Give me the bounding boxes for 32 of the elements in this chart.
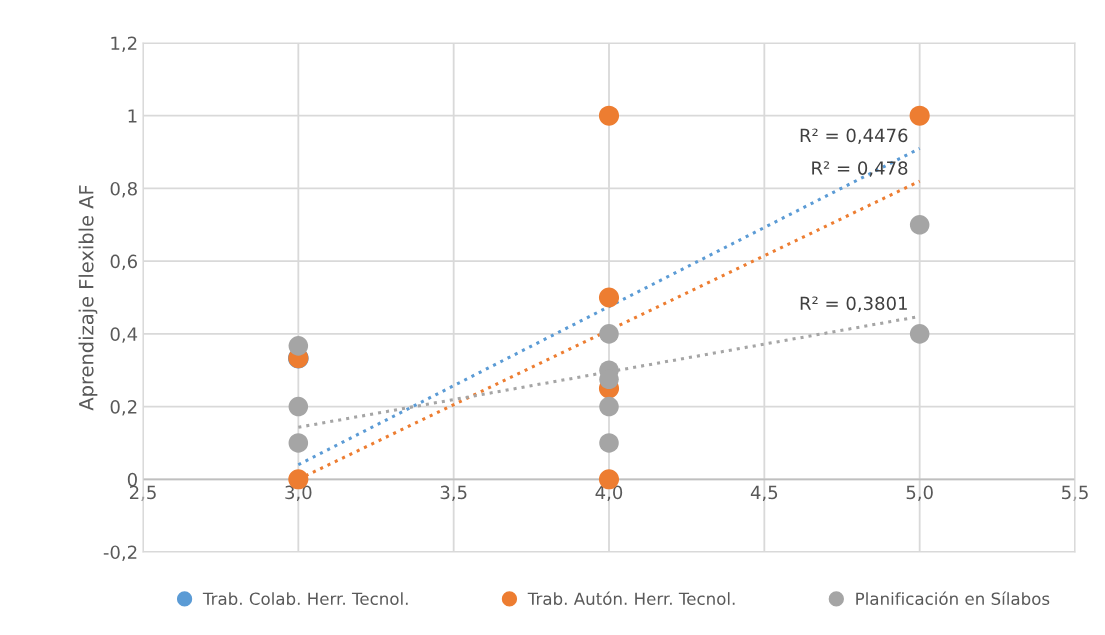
point: [288, 433, 309, 453]
point: [288, 396, 309, 417]
point: [909, 215, 930, 235]
y-tick-label: 1: [128, 109, 137, 123]
x-tick-label: 3,5: [440, 485, 467, 502]
y-tick-label: 1,2: [111, 36, 137, 52]
x-tick-label: 5,0: [906, 485, 933, 502]
point: [288, 336, 309, 356]
y-tick-label: 0,6: [110, 254, 137, 271]
x-tick-label: 4,5: [750, 485, 778, 502]
legend-label: Planificación en Sílabos: [856, 591, 1050, 606]
annotation: R² = 0,4476: [800, 128, 908, 144]
point: [598, 105, 620, 126]
y-tick-label: -0,2: [103, 545, 137, 561]
y-tick-label: 0,2: [110, 400, 137, 416]
x-tick-label: 2,5: [129, 485, 156, 502]
y-tick-label: 0: [127, 472, 137, 487]
point: [599, 324, 619, 344]
point: [599, 396, 619, 417]
x-tick-label: 4,0: [595, 485, 623, 502]
y-tick-label: 0,4: [110, 327, 138, 343]
point: [909, 105, 930, 126]
y-tick-label: 0,8: [110, 181, 137, 198]
annotation: R² = 0,3801: [800, 296, 907, 312]
point: [909, 324, 930, 344]
y-axis-title: Aprendizaje Flexible AF: [78, 185, 98, 411]
legend-label: Trab. Autón. Herr. Tecnol.: [527, 591, 735, 606]
point: [599, 433, 619, 453]
x-tick-label: 5,5: [1062, 485, 1088, 502]
legend-label: Trab. Colab. Herr. Tecnol.: [202, 592, 408, 606]
x-tick-label: 3,0: [285, 485, 312, 502]
point: [598, 287, 620, 308]
